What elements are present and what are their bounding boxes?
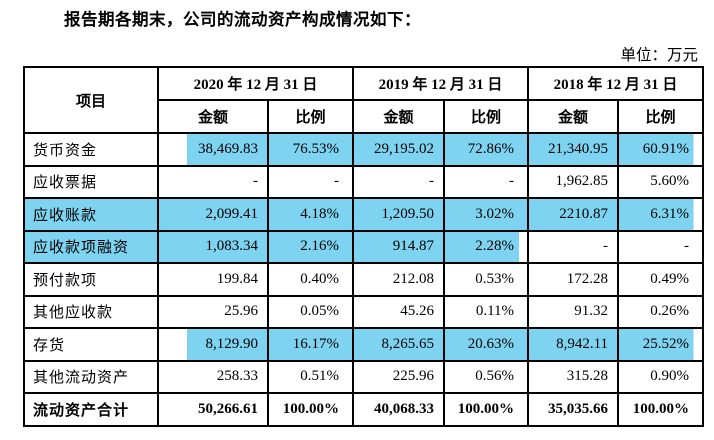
ratio-cell: 0.49% [617, 262, 705, 297]
amount-cell: 1,209.50 [352, 197, 446, 232]
ratio-cell: - [266, 164, 355, 199]
table-row: 应收账款 2,099.41 4.18% 1,209.50 3.02% 2210.87 6.3… [23, 197, 705, 232]
row-label: 应收账款 [23, 197, 159, 232]
amount-cell: 199.84 [157, 262, 269, 297]
amount-cell: 914.87 [352, 229, 446, 264]
amount-cell: 1,962.85 [527, 164, 620, 199]
amount-cell: 25.96 [157, 294, 269, 329]
section-intro-text: 报告期各期末，公司的流动资产构成情况如下： [64, 10, 421, 29]
table-row: 其他应收款 25.96 0.05% 45.26 0.11% 91.32 0.26% [23, 294, 705, 329]
table-row: 应收款项融资 1,083.34 2.16% 914.87 2.28% - - [23, 229, 705, 264]
amount-cell: 258.33 [157, 359, 269, 394]
ratio-cell: 0.90% [617, 359, 705, 394]
ratio-cell: 2.16% [266, 229, 355, 264]
header-period-2019: 2019 年 12 月 31 日 [352, 66, 530, 101]
table-body: 货币资金 38,469.83 76.53% 29,195.02 72.86% 21,340… [23, 132, 705, 427]
amount-cell: 35,035.66 [527, 392, 620, 427]
ratio-cell: 20.63% [443, 327, 530, 362]
ratio-cell: 0.51% [266, 359, 355, 394]
ratio-cell: 2.28% [443, 229, 530, 264]
ratio-cell: 76.53% [266, 132, 355, 167]
header-amount-2020: 金额 [157, 99, 269, 134]
ratio-cell: 100.00% [617, 392, 705, 427]
row-label: 存货 [23, 327, 159, 362]
row-label: 货币资金 [23, 132, 159, 167]
amount-cell: 91.32 [527, 294, 620, 329]
amount-cell: 8,265.65 [352, 327, 446, 362]
ratio-cell: 6.31% [617, 197, 705, 232]
current-assets-table: 项目 2020 年 12 月 31 日 2019 年 12 月 31 日 201… [23, 66, 705, 427]
ratio-cell: 0.26% [617, 294, 705, 329]
table-row: 货币资金 38,469.83 76.53% 29,195.02 72.86% 21,340… [23, 132, 705, 167]
ratio-cell: 25.52% [617, 327, 705, 362]
ratio-cell: 100.00% [266, 392, 355, 427]
header-ratio-2020: 比例 [266, 99, 355, 134]
amount-cell: 2,099.41 [157, 197, 269, 232]
row-label: 预付款项 [23, 262, 159, 297]
ratio-cell: 0.40% [266, 262, 355, 297]
amount-cell: 8,942.11 [527, 327, 620, 362]
amount-cell: 45.26 [352, 294, 446, 329]
header-ratio-2019: 比例 [443, 99, 530, 134]
amount-cell: 21,340.95 [527, 132, 620, 167]
row-label: 应收款项融资 [23, 229, 159, 264]
amount-cell: 29,195.02 [352, 132, 446, 167]
header-amount-2018: 金额 [527, 99, 620, 134]
table-row: 流动资产合计 50,266.61 100.00% 40,068.33 100.00% 35… [23, 392, 705, 427]
amount-cell: 8,129.90 [157, 327, 269, 362]
table-header: 项目 2020 年 12 月 31 日 2019 年 12 月 31 日 201… [23, 66, 705, 134]
row-label: 其他应收款 [23, 294, 159, 329]
amount-cell: 40,068.33 [352, 392, 446, 427]
header-item-col: 项目 [23, 66, 159, 134]
header-row-periods: 项目 2020 年 12 月 31 日 2019 年 12 月 31 日 201… [23, 66, 705, 134]
amount-cell: 225.96 [352, 359, 446, 394]
amount-cell: - [527, 229, 620, 264]
amount-cell: 1,083.34 [157, 229, 269, 264]
amount-cell: 50,266.61 [157, 392, 269, 427]
header-ratio-2018: 比例 [617, 99, 705, 134]
table-row: 应收票据 - - - -1,962.85 5.60% [23, 164, 705, 199]
amount-cell: 212.08 [352, 262, 446, 297]
amount-cell: 2210.87 [527, 197, 620, 232]
ratio-cell: 0.56% [443, 359, 530, 394]
unit-label: 单位：万元 [620, 47, 698, 64]
ratio-cell: - [443, 164, 530, 199]
ratio-cell: 0.05% [266, 294, 355, 329]
row-label: 其他流动资产 [23, 359, 159, 394]
header-row-measures: 金额 比例 金额 比例 金额 比例 [24, 99, 705, 134]
ratio-cell: - [617, 229, 705, 264]
header-amount-2019: 金额 [352, 99, 446, 134]
ratio-cell: 3.02% [443, 197, 530, 232]
table-row: 预付款项 199.84 0.40% 212.08 0.53% 172.28 0.49% [23, 262, 705, 297]
amount-cell: - [352, 164, 446, 199]
ratio-cell: 0.53% [443, 262, 530, 297]
table-row: 存货 8,129.90 16.17% 8,265.65 20.63% 8,942.11 25… [23, 327, 705, 362]
row-label: 应收票据 [23, 164, 159, 199]
ratio-cell: 100.00% [443, 392, 530, 427]
ratio-cell: 60.91% [617, 132, 705, 167]
amount-cell: 172.28 [527, 262, 620, 297]
row-label: 流动资产合计 [23, 392, 159, 427]
ratio-cell: 0.11% [443, 294, 530, 329]
amount-cell: 315.28 [527, 359, 620, 394]
amount-cell: 38,469.83 [157, 132, 269, 167]
header-period-2020: 2020 年 12 月 31 日 [156, 66, 355, 101]
ratio-cell: 72.86% [443, 132, 530, 167]
ratio-cell: 16.17% [266, 327, 355, 362]
header-period-2018: 2018 年 12 月 31 日 [527, 66, 705, 101]
amount-cell: - [157, 164, 269, 199]
ratio-cell: 5.60% [617, 164, 705, 199]
table-row: 其他流动资产 258.33 0.51% 225.96 0.56% 315.28 0.90% [23, 359, 705, 394]
ratio-cell: 4.18% [266, 197, 355, 232]
